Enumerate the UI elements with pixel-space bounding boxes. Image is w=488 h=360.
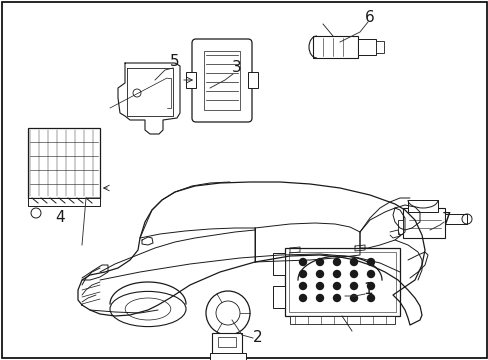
- Circle shape: [299, 294, 306, 302]
- Bar: [212, 333, 242, 355]
- Circle shape: [316, 294, 323, 302]
- Text: 1: 1: [363, 283, 372, 297]
- Bar: [444, 214, 466, 224]
- Bar: [397, 220, 402, 234]
- Circle shape: [367, 270, 374, 278]
- Bar: [312, 36, 357, 58]
- Circle shape: [367, 283, 374, 289]
- Circle shape: [333, 283, 340, 289]
- Circle shape: [333, 270, 340, 278]
- Text: 5: 5: [170, 54, 180, 69]
- Circle shape: [350, 294, 357, 302]
- Bar: [375, 41, 383, 53]
- Circle shape: [350, 258, 357, 266]
- Circle shape: [333, 294, 340, 302]
- Bar: [247, 72, 258, 88]
- Bar: [218, 337, 236, 347]
- Text: 3: 3: [232, 60, 242, 76]
- FancyBboxPatch shape: [192, 39, 251, 122]
- Circle shape: [299, 270, 306, 278]
- Text: 2: 2: [253, 330, 262, 346]
- Text: 4: 4: [55, 211, 65, 225]
- Circle shape: [299, 258, 306, 266]
- Circle shape: [299, 283, 306, 289]
- Text: 6: 6: [365, 10, 374, 26]
- Circle shape: [350, 270, 357, 278]
- Circle shape: [316, 258, 323, 266]
- Circle shape: [316, 270, 323, 278]
- Circle shape: [350, 283, 357, 289]
- Bar: [288, 252, 395, 312]
- Bar: [185, 72, 196, 88]
- Circle shape: [333, 258, 340, 266]
- Bar: [28, 128, 100, 198]
- Circle shape: [316, 283, 323, 289]
- Bar: [402, 208, 444, 238]
- Bar: [285, 248, 399, 316]
- Text: 7: 7: [441, 212, 451, 228]
- Bar: [209, 353, 245, 360]
- Circle shape: [367, 294, 374, 302]
- Bar: [272, 286, 285, 308]
- Bar: [357, 39, 375, 55]
- Bar: [203, 51, 240, 110]
- Circle shape: [367, 258, 374, 266]
- Bar: [28, 198, 100, 206]
- Bar: [289, 316, 394, 324]
- Bar: [272, 253, 285, 275]
- Bar: [407, 200, 437, 212]
